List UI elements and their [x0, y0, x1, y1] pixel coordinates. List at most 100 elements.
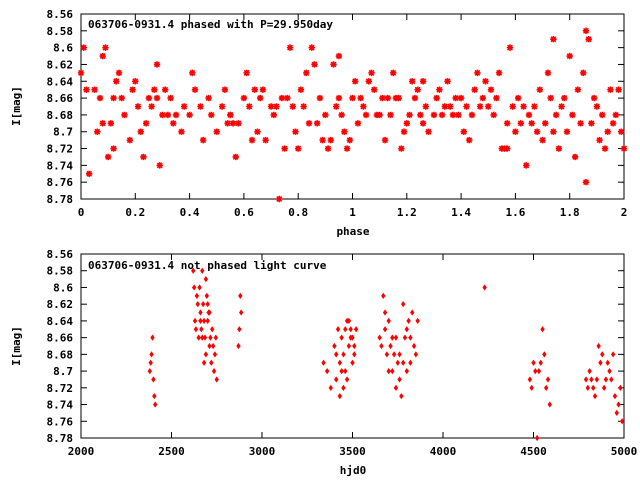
data-point	[409, 78, 416, 85]
data-point	[360, 103, 367, 110]
data-point	[167, 94, 174, 102]
data-point	[425, 128, 432, 135]
data-point	[256, 94, 264, 102]
data-point	[334, 351, 339, 358]
data-point	[402, 334, 408, 341]
data-point	[527, 376, 533, 383]
data-point	[577, 120, 584, 127]
data-point	[104, 153, 112, 161]
data-point	[482, 78, 489, 85]
data-point	[400, 301, 406, 308]
data-point	[352, 351, 357, 358]
data-point	[506, 44, 514, 51]
unphased-x-tick-label: 5000	[611, 445, 638, 458]
data-point	[344, 376, 350, 383]
data-point	[284, 94, 291, 102]
data-point	[614, 409, 619, 417]
data-point	[395, 94, 402, 102]
data-point	[479, 94, 487, 102]
data-point	[248, 136, 256, 144]
data-point	[533, 367, 538, 375]
unphased-x-tick-label: 4000	[430, 445, 457, 458]
data-point	[194, 292, 200, 299]
data-point	[149, 351, 154, 358]
data-point	[339, 367, 344, 375]
unphased-y-tick-label: 8.7	[53, 365, 73, 378]
data-point	[238, 292, 243, 299]
data-point	[593, 103, 601, 110]
data-point	[447, 103, 454, 110]
data-point	[379, 94, 386, 102]
data-point	[132, 78, 139, 85]
phased-y-tick-label: 8.56	[47, 8, 74, 21]
data-point	[311, 61, 318, 68]
unphased-x-tick-label: 4500	[520, 445, 547, 458]
phased-plot-ylabel: I[mag]	[10, 86, 23, 126]
data-point	[232, 153, 239, 161]
data-point	[485, 103, 492, 110]
data-point	[616, 401, 621, 408]
data-point	[493, 94, 500, 102]
data-point	[151, 376, 156, 383]
data-point	[308, 44, 315, 51]
data-point	[376, 111, 383, 119]
data-point	[550, 128, 557, 135]
data-point	[328, 384, 333, 391]
phased-plot-xlabel: phase	[336, 225, 369, 238]
data-point	[408, 334, 413, 341]
data-point	[343, 145, 351, 152]
data-point	[544, 69, 552, 77]
data-point	[404, 367, 409, 375]
data-point	[251, 86, 258, 93]
data-point	[397, 351, 402, 358]
data-point	[346, 136, 353, 144]
phased-x-tick-label: 1	[349, 206, 356, 219]
data-point	[534, 434, 540, 442]
data-point	[422, 103, 430, 110]
phased-y-tick-label: 8.6	[53, 42, 73, 55]
data-point	[346, 317, 352, 325]
phased-x-tick-label: 1.2	[397, 206, 417, 219]
data-point	[495, 69, 503, 77]
unphased-y-tick-label: 8.68	[47, 348, 74, 361]
data-point	[362, 111, 370, 119]
data-point	[386, 367, 391, 375]
unphased-y-tick-label: 8.58	[47, 265, 74, 278]
data-point	[417, 111, 424, 119]
data-point	[178, 128, 185, 135]
data-point	[321, 359, 326, 366]
data-point	[195, 301, 200, 308]
phased-x-tick-label: 1.8	[560, 206, 580, 219]
data-point	[240, 94, 248, 102]
data-point	[574, 86, 582, 93]
data-point	[332, 342, 337, 350]
data-point	[612, 111, 620, 119]
data-point	[221, 86, 229, 93]
data-point	[322, 111, 329, 119]
data-point	[343, 326, 348, 333]
data-point	[83, 86, 90, 93]
data-point	[338, 111, 345, 119]
data-point	[352, 342, 357, 350]
data-point	[403, 120, 410, 127]
data-point	[297, 86, 305, 93]
data-point	[591, 384, 596, 391]
data-point	[585, 36, 592, 43]
data-point	[354, 120, 362, 127]
data-point	[198, 317, 203, 325]
data-point	[350, 359, 355, 366]
data-point	[201, 317, 207, 325]
data-point	[153, 401, 158, 408]
data-point	[411, 94, 419, 102]
data-point	[102, 44, 109, 51]
data-point	[504, 145, 511, 152]
data-point	[517, 120, 525, 127]
data-point	[615, 86, 622, 93]
data-point	[620, 145, 628, 152]
unphased-y-tick-label: 8.66	[47, 332, 74, 345]
data-point	[391, 351, 397, 358]
data-point	[203, 351, 209, 358]
data-point	[121, 111, 128, 119]
data-point	[400, 128, 408, 135]
data-point	[300, 103, 307, 110]
